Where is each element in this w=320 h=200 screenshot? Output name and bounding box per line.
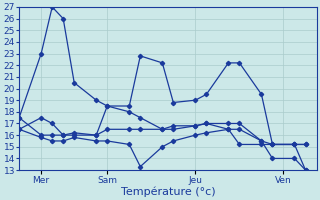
X-axis label: Température (°c): Température (°c) (121, 186, 215, 197)
